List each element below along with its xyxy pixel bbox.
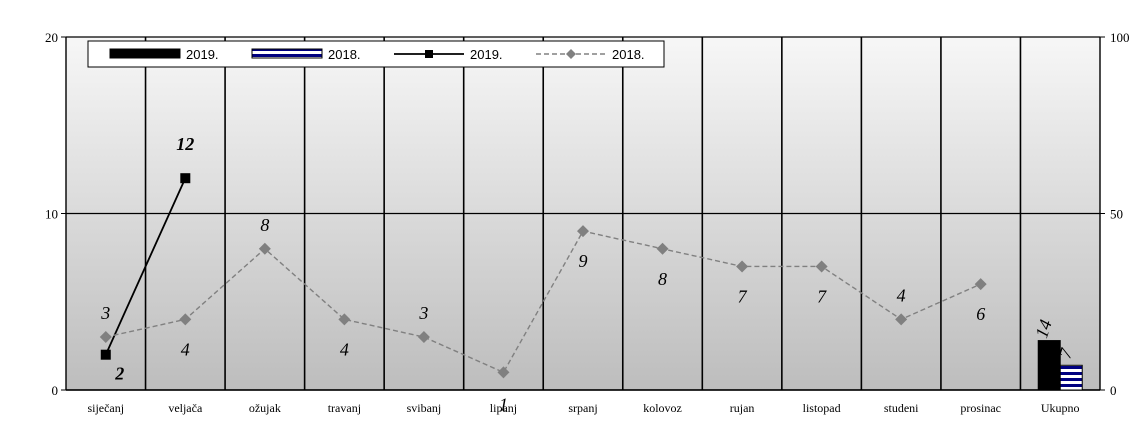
x-tick-label: ožujak [249, 401, 281, 415]
x-tick-label: veljača [168, 401, 203, 415]
line-data-label: 8 [260, 215, 269, 235]
legend: 2019. 2018. 2019. 2018. [87, 40, 665, 68]
square-marker [100, 349, 111, 360]
legend-label: 2018. [328, 47, 361, 62]
diamond-marker [179, 313, 192, 326]
x-tick-label: lipanj [490, 401, 517, 415]
line-data-label: 12 [176, 134, 194, 154]
diamond-marker [258, 242, 271, 255]
x-tick-label: svibanj [407, 401, 442, 415]
diamond-marker [974, 278, 987, 291]
series-line [105, 230, 981, 374]
line-data-label: 8 [658, 269, 667, 289]
bar-data-label: 14 [1031, 317, 1056, 340]
y-right-tick-label: 100 [1110, 30, 1130, 45]
diamond-marker [895, 313, 908, 326]
axes: 0 10 20 0 50 100 siječanj veljača ožujak travanj s… [45, 30, 1130, 415]
bar-series [1037, 340, 1083, 391]
line-data-label: 1 [499, 394, 508, 414]
line-data-label: 3 [418, 303, 428, 323]
line-data-label: 4 [181, 339, 190, 359]
y-left-tick-label: 20 [45, 30, 58, 45]
x-tick-label: kolovoz [643, 401, 682, 415]
legend-bar-swatch [251, 48, 323, 59]
legend-bar-swatch [109, 48, 181, 59]
diamond-marker [497, 366, 510, 379]
series-line [104, 177, 187, 356]
legend-label: 2018. [612, 47, 645, 62]
gridlines [66, 36, 1100, 391]
line-data-label: 6 [976, 304, 985, 324]
x-tick-label: listopad [803, 401, 841, 415]
legend-marker [566, 49, 576, 59]
line-data-label: 7 [738, 286, 748, 306]
x-tick-label: srpanj [568, 401, 597, 415]
diamond-marker [656, 242, 669, 255]
y-left-tick-label: 0 [52, 383, 59, 398]
line-data-label: 4 [897, 285, 906, 305]
x-tick-label: rujan [730, 401, 755, 415]
line-data-label: 4 [340, 339, 349, 359]
legend-marker [425, 50, 433, 58]
diamond-marker [338, 313, 351, 326]
line-series [99, 173, 987, 379]
x-tick-label: travanj [328, 401, 361, 415]
x-tick-label: siječanj [87, 401, 124, 415]
legend-label: 2019. [186, 47, 219, 62]
diamond-marker [577, 225, 589, 238]
diamond-marker [736, 260, 749, 273]
y-right-tick-label: 50 [1110, 207, 1123, 222]
line-data-label: 9 [579, 251, 588, 271]
x-tick-label: prosinac [960, 401, 1001, 415]
y-right-tick-label: 0 [1110, 383, 1117, 398]
diamond-marker [99, 331, 112, 344]
x-tick-label: Ukupno [1041, 401, 1080, 415]
line-data-label: 7 [817, 286, 827, 306]
bar [1059, 364, 1083, 391]
line-data-label: 2 [114, 364, 124, 384]
legend-label: 2019. [470, 47, 503, 62]
line-data-label: 3 [100, 303, 110, 323]
diamond-marker [417, 331, 430, 344]
diamond-marker [815, 260, 828, 273]
square-marker [180, 173, 191, 184]
y-left-tick-label: 10 [45, 207, 58, 222]
x-tick-label: studeni [884, 401, 919, 415]
